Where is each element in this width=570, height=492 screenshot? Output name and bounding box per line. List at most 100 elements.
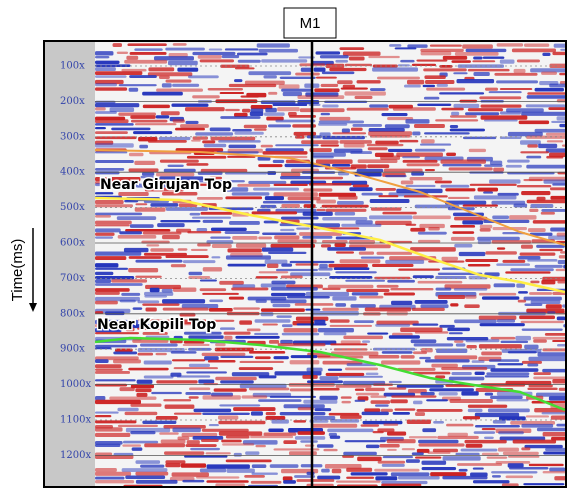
reflector [203, 220, 223, 223]
reflector [403, 160, 438, 163]
reflector [518, 291, 528, 294]
reflector [415, 331, 449, 333]
reflector [369, 355, 400, 358]
reflector [111, 279, 147, 282]
reflector [314, 88, 339, 92]
reflector [220, 380, 254, 383]
reflector [444, 284, 490, 288]
reflector [300, 108, 345, 112]
reflector [206, 452, 231, 454]
reflector [369, 104, 388, 107]
reflector [129, 88, 139, 92]
reflector [361, 256, 384, 258]
reflector [95, 272, 113, 275]
reflector [470, 184, 517, 186]
reflector [451, 60, 471, 63]
reflector [255, 445, 265, 447]
reflector [130, 115, 155, 119]
reflector [111, 128, 150, 131]
reflector [133, 307, 143, 309]
reflector [349, 56, 365, 60]
reflector [450, 303, 458, 306]
reflector [547, 311, 555, 313]
reflector [156, 115, 170, 118]
reflector [417, 104, 451, 106]
reflector [140, 343, 178, 346]
reflector [163, 399, 191, 401]
reflector [517, 185, 551, 187]
reflector [268, 92, 277, 95]
reflector [387, 432, 406, 436]
reflector [156, 416, 178, 420]
reflector [473, 56, 482, 59]
tick-label: 1100x [60, 415, 91, 426]
reflector [533, 372, 551, 375]
reflector [132, 447, 143, 450]
reflector [203, 267, 222, 271]
reflector [382, 212, 416, 215]
reflector [332, 164, 350, 167]
reflector [455, 52, 499, 56]
reflector [415, 412, 425, 416]
reflector [481, 105, 522, 108]
reflector [558, 260, 570, 264]
reflector [95, 151, 127, 153]
reflector [261, 145, 273, 148]
reflector [407, 80, 424, 84]
reflector [322, 217, 367, 221]
reflector [207, 464, 250, 468]
reflector [533, 339, 547, 342]
reflector [204, 144, 227, 147]
reflector [434, 355, 477, 359]
reflector [522, 328, 563, 330]
reflector [454, 340, 463, 342]
reflector [500, 111, 521, 114]
reflector [481, 115, 528, 119]
reflector [262, 248, 293, 252]
reflector [424, 75, 445, 79]
reflector [316, 77, 337, 79]
reflector [459, 252, 486, 256]
reflector [412, 308, 445, 311]
reflector [190, 448, 220, 450]
reflector [484, 119, 518, 121]
reflector [151, 392, 182, 394]
reflector [257, 43, 290, 47]
reflector [344, 91, 385, 95]
reflector [368, 131, 412, 135]
reflector [290, 388, 312, 391]
reflector [95, 200, 124, 204]
reflector [95, 291, 120, 295]
reflector [291, 355, 318, 358]
reflector [214, 388, 247, 391]
reflector [320, 376, 339, 380]
reflector [528, 357, 567, 361]
reflector [314, 320, 325, 324]
reflector [514, 204, 528, 208]
reflector [402, 448, 415, 450]
reflector [490, 368, 538, 372]
reflector [378, 195, 398, 197]
reflector [189, 272, 203, 276]
reflector [162, 299, 205, 303]
reflector [457, 79, 495, 83]
reflector [255, 319, 291, 322]
reflector [451, 372, 471, 375]
reflector [144, 376, 174, 379]
reflector [528, 228, 546, 232]
reflector [259, 49, 298, 53]
reflector [349, 187, 372, 191]
reflector [527, 364, 538, 367]
reflector [430, 472, 466, 476]
reflector [279, 84, 300, 88]
reflector [130, 403, 161, 406]
reflector [520, 151, 549, 153]
reflector [117, 52, 128, 54]
tick-label: 100x [60, 61, 85, 72]
reflector [352, 124, 382, 127]
reflector [465, 112, 499, 115]
reflector [95, 252, 141, 256]
reflector [95, 51, 113, 55]
reflector [559, 255, 570, 258]
reflector [341, 340, 361, 343]
